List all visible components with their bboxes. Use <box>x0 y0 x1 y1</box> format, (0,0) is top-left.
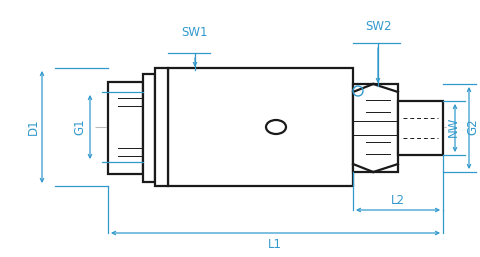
Text: SW2: SW2 <box>365 20 391 32</box>
Text: L1: L1 <box>268 238 282 252</box>
Bar <box>155 68 168 186</box>
Ellipse shape <box>266 120 286 134</box>
Bar <box>143 74 155 182</box>
Text: G1: G1 <box>73 119 86 135</box>
Bar <box>108 82 143 174</box>
Bar <box>398 101 443 155</box>
Text: D1: D1 <box>26 119 39 135</box>
Text: SW1: SW1 <box>182 26 208 40</box>
Text: NW: NW <box>446 117 459 137</box>
Text: L2: L2 <box>391 194 405 207</box>
Text: G2: G2 <box>467 119 480 135</box>
Bar <box>353 84 398 172</box>
Bar <box>168 68 353 186</box>
